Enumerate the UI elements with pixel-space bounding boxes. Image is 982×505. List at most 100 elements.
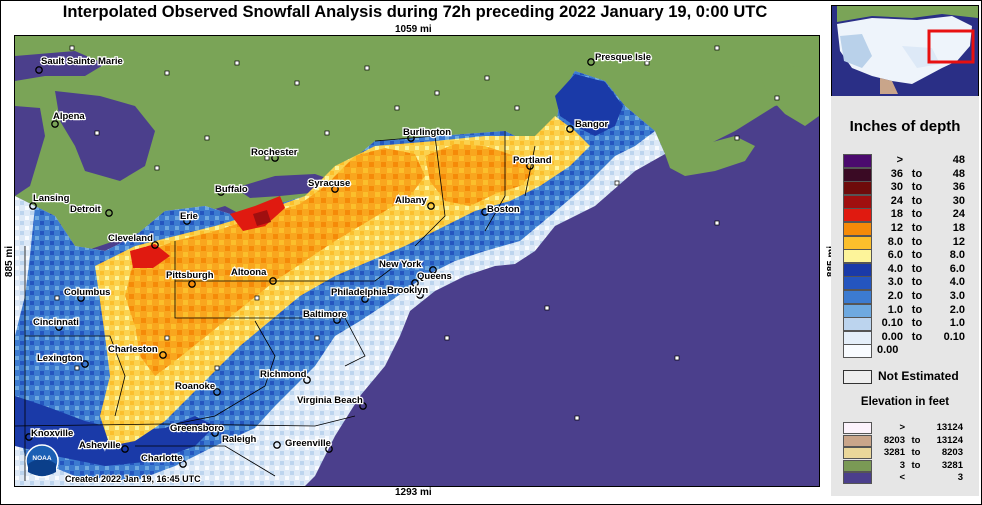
elevation-swatch (843, 472, 872, 484)
lake-huron (55, 91, 155, 181)
newfoundland-land (760, 66, 819, 126)
legend-row: 2.0 to 3.0 (843, 290, 973, 304)
city-marker: Lansing (29, 192, 71, 210)
snow-band-orange-ne (425, 144, 535, 206)
legend-row: 3.0 to 4.0 (843, 276, 973, 291)
city-marker: Brooklyn (386, 284, 430, 299)
legend-swatch (843, 194, 872, 209)
legend-upper: 36 (952, 181, 965, 194)
city-dot (273, 441, 281, 449)
city-label: Philadelphia (331, 287, 388, 298)
city-label: Albany (395, 195, 427, 206)
city-dot (407, 134, 415, 142)
legend-upper: 24 (952, 208, 965, 221)
inset-usa (837, 16, 972, 84)
legend-upper: 0.10 (943, 330, 965, 343)
city-marker: Boston (481, 203, 521, 216)
legend-to: to (911, 208, 923, 221)
elevation-upper: 13124 (936, 422, 963, 433)
legend-to: to (911, 181, 923, 194)
city-label: Roanoke (175, 381, 215, 392)
city-dot (35, 66, 43, 74)
elevation-row: 8203 to 13124 (843, 434, 977, 447)
city-dot (55, 323, 63, 331)
city-marker: Roanoke (174, 380, 221, 396)
city-label: Brooklyn (387, 285, 428, 296)
elevation-from: < (899, 472, 905, 483)
city-marker: Albany (394, 194, 435, 210)
city-marker: Columbus (63, 286, 112, 302)
legend-row: 1.0 to 2.0 (843, 303, 973, 318)
legend-from: 30 (890, 181, 903, 194)
city-dot (331, 185, 339, 193)
legend-row: 12 to 18 (843, 222, 973, 236)
legend-row: >48 (843, 154, 973, 168)
legend-upper: 30 (952, 194, 965, 207)
city-label: Boston (487, 204, 520, 215)
elevation-row: 3 to 3281 (843, 459, 977, 472)
city-dot (481, 208, 489, 216)
city-label: Charlotte (141, 453, 183, 464)
city-marker: Baltimore (302, 308, 348, 324)
city-label: Portland (513, 155, 552, 166)
city-marker: Rochester (250, 146, 299, 162)
city-label: Greenville (285, 438, 331, 449)
city-marker: Detroit (69, 203, 113, 217)
city-label: Cincinnati (33, 317, 79, 328)
city-marker: Richmond (259, 368, 311, 384)
city-marker: Buffalo (214, 183, 249, 196)
city-label: Bangor (575, 119, 609, 130)
city-label: Asheville (79, 440, 121, 451)
city-label: Knoxville (31, 428, 73, 439)
city-dot (303, 376, 311, 384)
city-dot (151, 241, 159, 249)
city-dot (269, 277, 277, 285)
canada-land (15, 36, 819, 251)
legend-swatch (843, 330, 872, 345)
city-dot (159, 351, 167, 359)
legend-upper: 48 (952, 167, 965, 180)
legend-from: > (896, 154, 903, 166)
city-label: Erie (180, 211, 198, 222)
city-marker: Charlotte (140, 452, 187, 468)
city-marker: Cincinnati (32, 316, 80, 331)
city-dot (188, 280, 196, 288)
city-marker: Portland (512, 154, 553, 170)
city-label: Burlington (403, 127, 451, 138)
legend-row: 36 to 48 (843, 167, 973, 182)
elevation-to: to (911, 459, 921, 471)
legend-row: 0.00 (843, 344, 973, 359)
inset-canvas (832, 6, 978, 96)
state-borders (15, 131, 536, 481)
not-estimated-label: Not Estimated (878, 369, 959, 383)
city-dot (81, 360, 89, 368)
city-marker: Presque Isle (587, 51, 652, 66)
elevation-upper: 3 (957, 472, 963, 483)
legend-swatch (843, 344, 872, 359)
created-timestamp: Created 2022 Jan 19, 16:45 UTC (65, 474, 201, 484)
elevation-swatch (843, 422, 872, 434)
legend-from: 4.0 (887, 262, 903, 275)
city-marker: Pittsburgh (165, 269, 215, 288)
legend-upper: 12 (952, 235, 965, 248)
city-dot (359, 402, 367, 410)
maritimes-land (665, 136, 755, 176)
elevation-from: 8203 (883, 434, 905, 446)
city-label: Cleveland (108, 233, 153, 244)
locator-inset-map[interactable] (831, 5, 979, 97)
city-label: Columbus (64, 287, 110, 298)
city-marker: Raleigh (221, 433, 281, 449)
legend-upper: 2.0 (949, 303, 965, 316)
city-marker: Sault Sainte Marie (35, 55, 124, 74)
city-label: New York (379, 259, 422, 270)
snowfall-map[interactable]: Sault Sainte Marie Presque Isle Alpena Burl… (14, 35, 820, 487)
elevation-upper: 13124 (936, 434, 963, 446)
legend-from: 0.00 (881, 330, 903, 343)
city-dot (271, 154, 279, 162)
city-dot (213, 388, 221, 396)
city-marker: Knoxville (25, 427, 74, 441)
elevation-swatch (843, 447, 872, 459)
legend-from: 24 (890, 194, 903, 207)
city-label: Pittsburgh (166, 270, 214, 281)
city-marker: Bangor (566, 118, 610, 133)
